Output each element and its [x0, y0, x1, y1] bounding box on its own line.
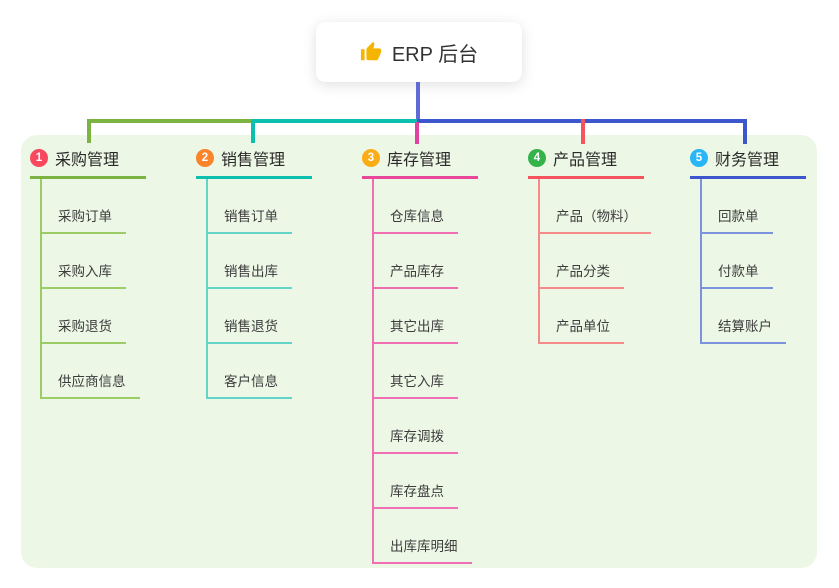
branch-node-header[interactable]: 5 财务管理	[690, 146, 806, 179]
connector-drop-sales	[251, 119, 255, 143]
node-item[interactable]: 产品（物料）	[538, 179, 688, 234]
connector-top-mid	[252, 119, 419, 123]
node-item[interactable]: 产品单位	[538, 289, 688, 344]
node-item[interactable]: 供应商信息	[40, 344, 190, 399]
connector-top-left	[87, 119, 254, 123]
branch-children: 回款单 付款单 结算账户	[700, 179, 839, 344]
node-item-label: 产品分类	[538, 260, 624, 289]
node-item[interactable]: 库存调拨	[372, 399, 522, 454]
node-item[interactable]: 结算账户	[700, 289, 839, 344]
node-item-label: 出库库明细	[372, 535, 472, 564]
branch-children: 销售订单 销售出库 销售退货 客户信息	[206, 179, 356, 399]
node-item[interactable]: 回款单	[700, 179, 839, 234]
node-item-label: 供应商信息	[40, 370, 140, 399]
node-item-label: 库存调拨	[372, 425, 458, 454]
connector-drop-product	[581, 119, 585, 144]
node-item-label: 采购入库	[40, 260, 126, 289]
node-item-label: 仓库信息	[372, 205, 458, 234]
branch-node-header[interactable]: 3 库存管理	[362, 146, 478, 179]
node-item-label: 采购订单	[40, 205, 126, 234]
connector-root-drop	[416, 82, 420, 122]
branch-title: 销售管理	[221, 152, 286, 169]
node-item-label: 产品单位	[538, 315, 624, 344]
node-item-label: 结算账户	[700, 315, 786, 344]
node-item[interactable]: 采购订单	[40, 179, 190, 234]
column-finance-management: 5 财务管理 回款单 付款单 结算账户	[690, 146, 839, 344]
branch-title: 采购管理	[55, 152, 120, 169]
node-item[interactable]: 采购退货	[40, 289, 190, 344]
branch-children: 采购订单 采购入库 采购退货 供应商信息	[40, 179, 190, 399]
connector-drop-inventory	[415, 122, 419, 144]
node-item[interactable]: 出库库明细	[372, 509, 522, 564]
node-item[interactable]: 客户信息	[206, 344, 356, 399]
node-item-label: 销售出库	[206, 260, 292, 289]
node-item[interactable]: 其它出库	[372, 289, 522, 344]
column-purchase-management: 1 采购管理 采购订单 采购入库 采购退货 供应商信息	[30, 146, 190, 399]
node-item[interactable]: 仓库信息	[372, 179, 522, 234]
node-item-label: 其它出库	[372, 315, 458, 344]
connector-drop-finance	[743, 119, 747, 144]
branch-title: 产品管理	[553, 152, 618, 169]
node-item[interactable]: 其它入库	[372, 344, 522, 399]
branch-node-header[interactable]: 1 采购管理	[30, 146, 146, 179]
node-item[interactable]: 销售退货	[206, 289, 356, 344]
node-item-label: 销售订单	[206, 205, 292, 234]
node-item-label: 其它入库	[372, 370, 458, 399]
branch-title: 库存管理	[387, 152, 452, 169]
node-item[interactable]: 销售订单	[206, 179, 356, 234]
root-title: ERP 后台	[391, 43, 479, 66]
column-product-management: 4 产品管理 产品（物料） 产品分类 产品单位	[528, 146, 688, 344]
node-item[interactable]: 产品分类	[538, 234, 688, 289]
node-item[interactable]: 产品库存	[372, 234, 522, 289]
column-inventory-management: 3 库存管理 仓库信息 产品库存 其它出库 其它入库 库存调拨 库存盘点 出库库…	[362, 146, 522, 564]
node-item-label: 产品库存	[372, 260, 458, 289]
column-sales-management: 2 销售管理 销售订单 销售出库 销售退货 客户信息	[196, 146, 356, 399]
column-badge: 4	[528, 149, 546, 167]
node-item-label: 库存盘点	[372, 480, 458, 509]
node-item[interactable]: 销售出库	[206, 234, 356, 289]
node-item-label: 回款单	[700, 205, 773, 234]
node-item[interactable]: 付款单	[700, 234, 839, 289]
column-badge: 5	[690, 149, 708, 167]
node-item[interactable]: 库存盘点	[372, 454, 522, 509]
branch-title: 财务管理	[715, 152, 780, 169]
connector-drop-purchase	[87, 119, 91, 143]
node-item-label: 产品（物料）	[538, 205, 651, 234]
branch-node-header[interactable]: 4 产品管理	[528, 146, 644, 179]
column-badge: 3	[362, 149, 380, 167]
thumbs-up-icon	[360, 41, 381, 61]
root-node[interactable]: ERP 后台	[316, 22, 522, 82]
node-item-label: 付款单	[700, 260, 773, 289]
node-item[interactable]: 采购入库	[40, 234, 190, 289]
branch-children: 仓库信息 产品库存 其它出库 其它入库 库存调拨 库存盘点 出库库明细	[372, 179, 522, 564]
node-item-label: 采购退货	[40, 315, 126, 344]
node-item-label: 客户信息	[206, 370, 292, 399]
column-badge: 1	[30, 149, 48, 167]
node-item-label: 销售退货	[206, 315, 292, 344]
branch-node-header[interactable]: 2 销售管理	[196, 146, 312, 179]
mindmap-panel: 1 采购管理 采购订单 采购入库 采购退货 供应商信息 2 销售管理 销售订单 …	[21, 135, 817, 568]
column-badge: 2	[196, 149, 214, 167]
branch-children: 产品（物料） 产品分类 产品单位	[538, 179, 688, 344]
